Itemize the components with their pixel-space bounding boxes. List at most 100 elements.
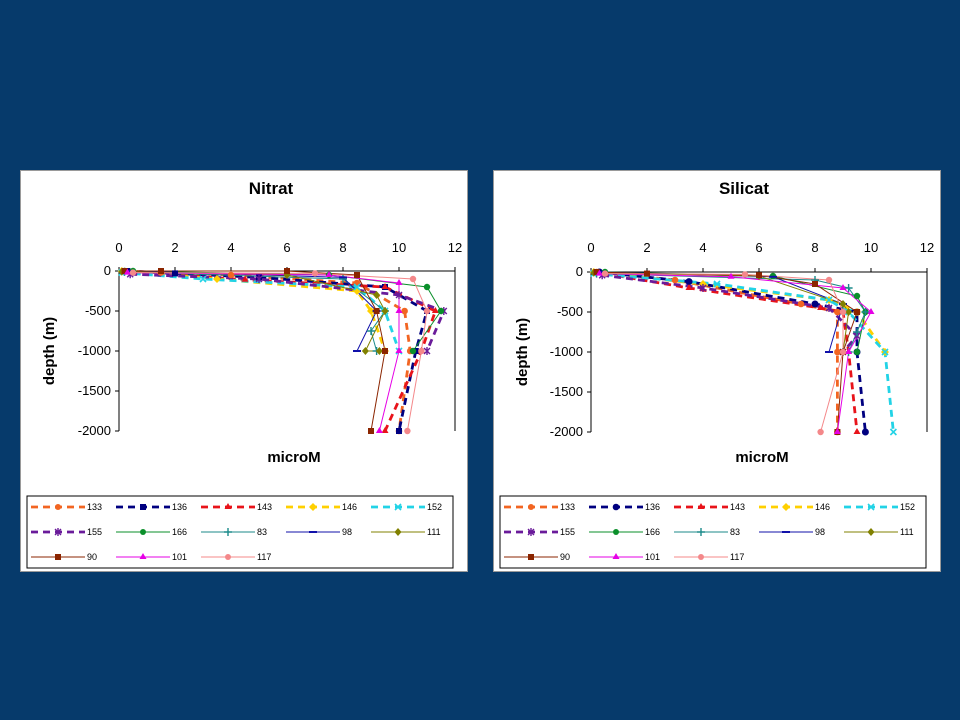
data-point	[817, 304, 825, 310]
data-point	[825, 276, 833, 284]
legend-label: 83	[730, 527, 740, 537]
data-point	[158, 268, 164, 274]
legend-label: 166	[645, 527, 660, 537]
data-point	[368, 428, 374, 434]
data-point	[373, 291, 381, 299]
series-line-143	[604, 272, 859, 433]
y-tick-label: -1000	[550, 344, 583, 359]
x-tick-label: 4	[699, 240, 706, 255]
legend-label: 133	[87, 502, 102, 512]
data-point	[601, 270, 609, 277]
data-point	[401, 307, 408, 315]
legend-item-133: 133	[31, 502, 102, 512]
y-tick-label: -1000	[78, 343, 111, 358]
x-tick-label: 10	[392, 240, 406, 255]
silicat-chart-panel: Silicat 0 2 4 6 8 10 12 0 -500 -1000 -15…	[493, 170, 941, 572]
data-point	[381, 427, 389, 433]
data-point	[593, 269, 600, 275]
data-point	[375, 347, 383, 355]
data-point	[853, 348, 861, 356]
x-tick-label: 8	[811, 240, 818, 255]
legend-item-136: 136	[116, 502, 187, 512]
data-point	[854, 309, 860, 315]
data-point	[839, 308, 847, 316]
data-point	[373, 308, 380, 314]
legend-item-90: 90	[504, 552, 570, 562]
x-axis-title: microM	[267, 449, 320, 466]
x-tick-label: 2	[643, 240, 650, 255]
data-point	[396, 428, 402, 434]
legend-label: 146	[342, 502, 357, 512]
legend-label: 155	[560, 527, 575, 537]
data-point	[671, 276, 679, 284]
y-axis-title: depth (m)	[41, 317, 58, 385]
data-point	[431, 307, 439, 313]
data-point	[121, 268, 128, 274]
data-point	[423, 307, 431, 315]
legend-item-152: 152	[371, 502, 442, 512]
legend-label: 146	[815, 502, 830, 512]
data-point	[727, 272, 735, 279]
data-point	[839, 284, 847, 290]
y-tick-label: -500	[85, 303, 111, 318]
legend-label: 117	[257, 552, 271, 562]
legend-item-152: 152	[844, 502, 915, 512]
legend-item-98: 98	[759, 527, 825, 537]
data-point	[354, 272, 360, 278]
data-point	[241, 275, 249, 282]
data-point	[845, 348, 853, 354]
series-line-152	[121, 271, 401, 352]
data-point	[834, 308, 841, 316]
data-point	[845, 308, 853, 316]
data-point	[797, 300, 805, 308]
legend-item-166: 166	[116, 527, 187, 537]
series-markers-143	[601, 269, 861, 434]
legend: 133 136 143 146	[499, 495, 927, 569]
nitrat-chart-panel: Nitrat 0 2 4 6 8 10 12 0 -500 -1000 -150…	[20, 170, 468, 572]
data-point	[861, 308, 870, 316]
legend-item-101: 101	[116, 552, 187, 562]
series-line-101	[599, 273, 872, 433]
legend-item-143: 143	[201, 502, 272, 512]
data-point	[353, 283, 361, 291]
y-tick-label: 0	[576, 264, 583, 279]
data-point	[437, 307, 445, 315]
data-point	[381, 283, 389, 289]
legend-item-133: 133	[504, 502, 575, 512]
legend-label: 111	[427, 527, 441, 537]
series-markers	[589, 268, 897, 436]
data-point	[812, 281, 818, 287]
legend-label: 98	[342, 527, 352, 537]
series-markers-98	[595, 271, 847, 353]
data-point	[861, 428, 869, 436]
y-tick-label: 0	[104, 263, 111, 278]
legend-label: 136	[645, 502, 660, 512]
legend-label: 136	[172, 502, 187, 512]
series-markers-117	[129, 269, 431, 435]
legend-label: 83	[257, 527, 267, 537]
legend-item-136: 136	[589, 502, 660, 512]
series-line-117	[604, 273, 844, 433]
legend-item-117: 117	[201, 552, 271, 562]
data-point	[395, 279, 403, 285]
data-point	[756, 272, 762, 279]
legend-item-90: 90	[31, 552, 97, 562]
x-tick-label: 4	[227, 240, 234, 255]
y-tick-label: -500	[557, 304, 583, 319]
data-point	[367, 327, 375, 335]
x-tick-label: 0	[587, 240, 594, 255]
series-line-90	[124, 270, 386, 432]
y-tick-label: -1500	[78, 383, 111, 398]
data-point	[713, 280, 721, 288]
data-point	[227, 271, 235, 279]
series-line-166	[604, 271, 866, 353]
data-point	[409, 347, 417, 355]
data-point	[339, 275, 347, 283]
legend-item-146: 146	[286, 502, 357, 512]
legend-label: 152	[900, 502, 915, 512]
legend-label: 90	[87, 552, 97, 562]
series-markers-133	[593, 268, 841, 436]
x-tick-label: 8	[339, 240, 346, 255]
data-point	[853, 328, 861, 336]
